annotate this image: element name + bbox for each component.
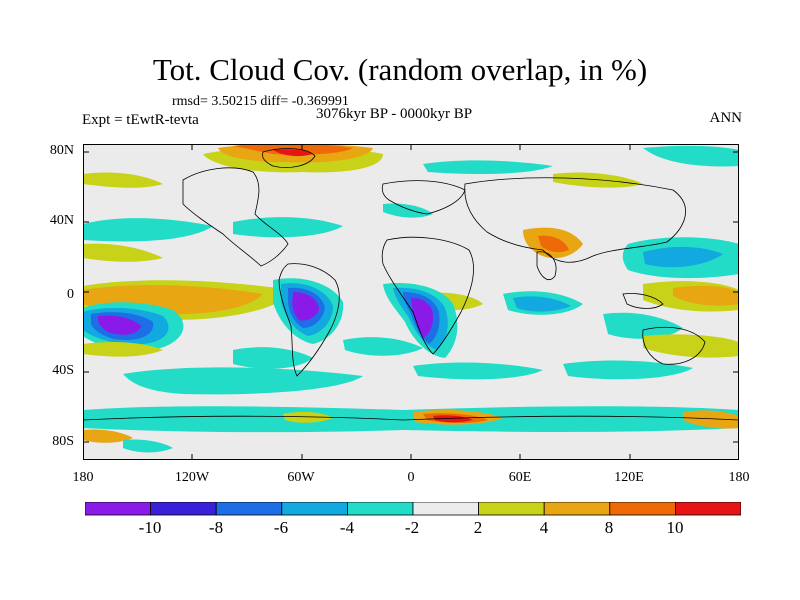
colorbar-label: -10: [138, 518, 162, 537]
colorbar-segment: [281, 502, 348, 516]
colorbar-segment: [412, 502, 479, 516]
colorbar-segment: [675, 502, 741, 516]
colorbar-segment: [543, 502, 611, 516]
x-tick-label: 120E: [614, 470, 644, 485]
tick-marks: [83, 144, 739, 460]
cloud-cover-map: [83, 144, 739, 460]
x-tick-label: 180: [728, 470, 750, 485]
x-tick-label: 60E: [508, 470, 532, 485]
period-label: 3076kyr BP - 0000kyr BP: [316, 106, 473, 122]
anomaly-field: [83, 144, 739, 453]
y-tick-label: 0: [67, 287, 74, 302]
colorbar-label: 10: [666, 518, 684, 537]
map-title: Tot. Cloud Cov. (random overlap, in %): [152, 52, 648, 87]
colorbar-segment: [609, 502, 676, 516]
colorbar-segment: [346, 502, 414, 516]
stats-label: rmsd= 3.50215 diff= -0.369991: [172, 94, 349, 109]
season-label: ANN: [709, 110, 743, 126]
coastlines: [83, 148, 739, 421]
x-tick-label: 60W: [287, 470, 315, 485]
y-tick-label: 40S: [52, 363, 74, 378]
colorbar-segment: [85, 502, 151, 516]
y-tick-label: 80N: [49, 143, 74, 158]
colorbar: [85, 502, 741, 516]
x-tick-label: 120W: [174, 470, 210, 485]
colorbar-label: 2: [473, 518, 483, 537]
colorbar-label: -4: [339, 518, 355, 537]
x-tick-label: 180: [72, 470, 94, 485]
colorbar-label: 8: [604, 518, 614, 537]
experiment-label: Expt = tEwtR-tevta: [82, 112, 199, 128]
x-tick-label: 0: [407, 470, 415, 485]
colorbar-segment: [215, 502, 283, 516]
y-tick-label: 80S: [52, 434, 74, 449]
colorbar-segment: [478, 502, 545, 516]
y-tick-label: 40N: [49, 213, 74, 228]
colorbar-label: 4: [539, 518, 549, 537]
colorbar-label: -2: [404, 518, 420, 537]
colorbar-label: -8: [208, 518, 224, 537]
colorbar-label: -6: [273, 518, 289, 537]
colorbar-segment: [150, 502, 217, 516]
